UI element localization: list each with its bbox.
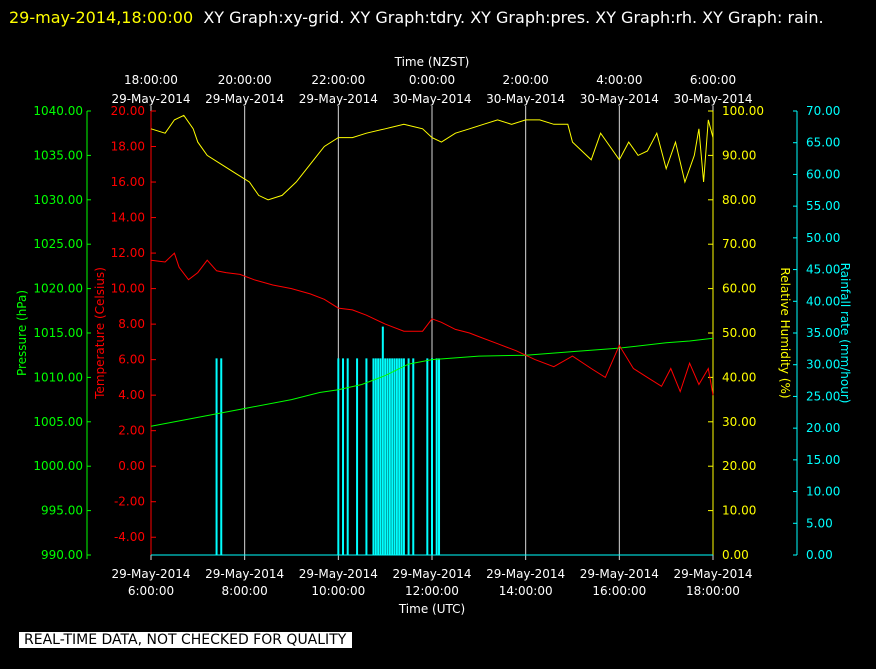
- top-tick-time: 2:00:00: [503, 73, 549, 87]
- humidity-tick-label: 70.00: [722, 237, 756, 251]
- temperature-tick-label: 6.00: [118, 353, 145, 367]
- bottom-tick-time: 18:00:00: [686, 584, 740, 598]
- temperature-tick-label: 18.00: [111, 140, 145, 154]
- rain-tick-label: 70.00: [806, 104, 840, 118]
- top-axis-title: Time (NZST): [394, 55, 470, 69]
- top-tick-date: 29-May-2014: [205, 92, 284, 106]
- top-tick-date: 30-May-2014: [673, 92, 752, 106]
- temperature-tick-label: 10.00: [111, 282, 145, 296]
- top-tick-time: 20:00:00: [218, 73, 272, 87]
- humidity-tick-label: 60.00: [722, 282, 756, 296]
- top-tick-time: 0:00:00: [409, 73, 455, 87]
- top-tick-date: 29-May-2014: [299, 92, 378, 106]
- top-tick-time: 4:00:00: [596, 73, 642, 87]
- rain-tick-label: 60.00: [806, 167, 840, 181]
- rain-tick-label: 20.00: [806, 421, 840, 435]
- rain-tick-label: 50.00: [806, 231, 840, 245]
- bottom-tick-date: 29-May-2014: [486, 567, 565, 581]
- top-tick-date: 30-May-2014: [580, 92, 659, 106]
- pressure-tick-label: 1020.00: [33, 282, 83, 296]
- rain-tick-label: 65.00: [806, 136, 840, 150]
- bottom-tick-date: 29-May-2014: [580, 567, 659, 581]
- rain-axis-title: Rainfall rate (mm/hour): [838, 263, 852, 404]
- rain-tick-label: 45.00: [806, 263, 840, 277]
- bottom-tick-time: 10:00:00: [311, 584, 365, 598]
- temperature-series-line: [150, 252, 714, 396]
- bottom-tick-time: 14:00:00: [499, 584, 553, 598]
- rain-tick-label: 30.00: [806, 358, 840, 372]
- pressure-tick-label: 995.00: [41, 504, 83, 518]
- temperature-tick-label: 8.00: [118, 317, 145, 331]
- header-timestamp: 29-may-2014,18:00:00: [9, 8, 194, 27]
- temperature-tick-label: 12.00: [111, 246, 145, 260]
- humidity-tick-label: 30.00: [722, 415, 756, 429]
- bottom-tick-date: 29-May-2014: [111, 567, 190, 581]
- humidity-tick-label: 100.00: [722, 104, 764, 118]
- pressure-tick-label: 1025.00: [33, 237, 83, 251]
- pressure-tick-label: 1015.00: [33, 326, 83, 340]
- humidity-series-line: [150, 114, 714, 201]
- bottom-tick-date: 29-May-2014: [205, 567, 284, 581]
- top-tick-date: 29-May-2014: [111, 92, 190, 106]
- pressure-tick-label: 1000.00: [33, 459, 83, 473]
- pressure-tick-label: 1030.00: [33, 193, 83, 207]
- humidity-axis-title: Relative Humidity (%): [778, 267, 792, 398]
- temperature-axis-title: Temperature (Celsius): [93, 267, 107, 400]
- pressure-tick-label: 1010.00: [33, 370, 83, 384]
- chart-header: 29-may-2014,18:00:00 XY Graph:xy-grid. X…: [9, 5, 869, 31]
- quality-notice: REAL-TIME DATA, NOT CHECKED FOR QUALITY: [19, 632, 353, 648]
- header-graph-list: XY Graph:xy-grid. XY Graph:tdry. XY Grap…: [203, 8, 824, 27]
- temperature-tick-label: 0.00: [118, 459, 145, 473]
- humidity-tick-label: 50.00: [722, 326, 756, 340]
- bottom-tick-time: 16:00:00: [592, 584, 646, 598]
- humidity-tick-label: 90.00: [722, 148, 756, 162]
- temperature-tick-label: -4.00: [114, 530, 145, 544]
- pressure-tick-label: 1035.00: [33, 148, 83, 162]
- top-tick-date: 30-May-2014: [486, 92, 565, 106]
- rain-tick-label: 0.00: [806, 548, 833, 562]
- pressure-series-line: [150, 337, 714, 427]
- bottom-tick-date: 29-May-2014: [392, 567, 471, 581]
- temperature-tick-label: 20.00: [111, 104, 145, 118]
- humidity-tick-label: 20.00: [722, 459, 756, 473]
- humidity-tick-label: 80.00: [722, 193, 756, 207]
- pressure-tick-label: 1005.00: [33, 415, 83, 429]
- bottom-tick-time: 6:00:00: [128, 584, 174, 598]
- top-tick-time: 6:00:00: [690, 73, 736, 87]
- bottom-tick-date: 29-May-2014: [299, 567, 378, 581]
- humidity-tick-label: 40.00: [722, 370, 756, 384]
- temperature-tick-label: -2.00: [114, 495, 145, 509]
- rain-tick-label: 5.00: [806, 516, 833, 530]
- humidity-tick-label: 0.00: [722, 548, 749, 562]
- rain-tick-label: 55.00: [806, 199, 840, 213]
- temperature-tick-label: 14.00: [111, 211, 145, 225]
- pressure-axis-title: Pressure (hPa): [15, 290, 29, 376]
- humidity-tick-label: 10.00: [722, 504, 756, 518]
- top-tick-date: 30-May-2014: [392, 92, 471, 106]
- bottom-axis-title: Time (UTC): [398, 602, 465, 616]
- temperature-tick-label: 4.00: [118, 388, 145, 402]
- temperature-tick-label: 2.00: [118, 424, 145, 438]
- bottom-tick-time: 8:00:00: [222, 584, 268, 598]
- rain-tick-label: 25.00: [806, 389, 840, 403]
- bottom-tick-time: 12:00:00: [405, 584, 459, 598]
- bottom-tick-date: 29-May-2014: [673, 567, 752, 581]
- rain-tick-label: 35.00: [806, 326, 840, 340]
- rain-tick-label: 40.00: [806, 294, 840, 308]
- top-tick-time: 22:00:00: [311, 73, 365, 87]
- rain-tick-label: 10.00: [806, 485, 840, 499]
- top-tick-time: 18:00:00: [124, 73, 178, 87]
- pressure-tick-label: 990.00: [41, 548, 83, 562]
- rain-tick-label: 15.00: [806, 453, 840, 467]
- pressure-tick-label: 1040.00: [33, 104, 83, 118]
- temperature-tick-label: 16.00: [111, 175, 145, 189]
